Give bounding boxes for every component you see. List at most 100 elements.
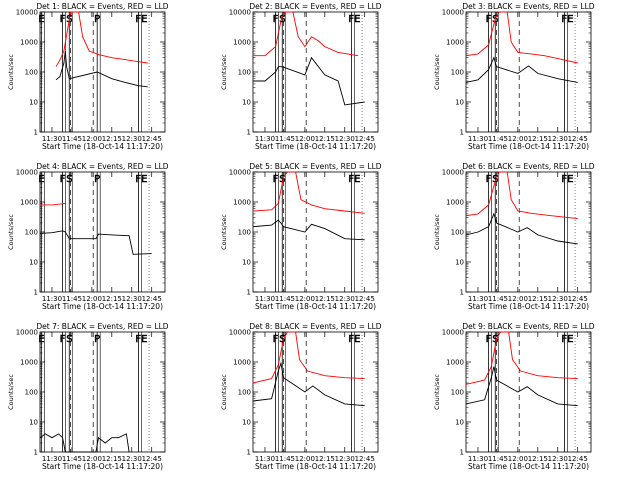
x-tick-label: 11:45 xyxy=(62,295,82,303)
x-tick-label: 11:30 xyxy=(255,455,275,463)
y-tick-label: 1 xyxy=(34,129,38,137)
x-tick-label: 12:00 xyxy=(508,455,528,463)
marker-label: P xyxy=(94,14,100,25)
y-tick-label: 1 xyxy=(247,449,251,457)
x-tick-label: 12:00 xyxy=(508,295,528,303)
x-tick-label: 12:15 xyxy=(315,135,335,143)
panel-title: Det 5: BLACK = Events, RED = LLD xyxy=(249,162,381,171)
y-tick-label: 10 xyxy=(29,259,38,267)
y-tick-label: 1 xyxy=(460,449,464,457)
marker-label: F xyxy=(273,334,279,345)
y-tick-label: 10 xyxy=(242,419,251,427)
x-axis-label: Start Time (18-Oct-14 11:17:20) xyxy=(42,462,163,471)
x-tick-label: 12:30 xyxy=(548,135,568,143)
x-axis-label: Start Time (18-Oct-14 11:17:20) xyxy=(42,302,163,311)
panel-title: Det 6: BLACK = Events, RED = LLD xyxy=(462,162,594,171)
marker-label: F xyxy=(60,14,66,25)
marker-label: F xyxy=(273,14,279,25)
y-tick-label: 10000 xyxy=(16,169,38,177)
x-tick-label: 12:30 xyxy=(548,455,568,463)
x-tick-label: 12:00 xyxy=(295,135,315,143)
x-tick-label: 12:15 xyxy=(528,135,548,143)
panel-det-4: Det 4: BLACK = Events, RED = LLD 1 10 100 10… xyxy=(7,162,169,311)
panel-det-9: Det 9: BLACK = Events, RED = LLD 1 10 100 10… xyxy=(433,322,595,471)
y-tick-label: 1000 xyxy=(233,359,251,367)
y-tick-label: 10000 xyxy=(16,9,38,17)
marker-label: E xyxy=(38,174,44,185)
x-tick-label: 12:15 xyxy=(102,135,122,143)
y-tick-label: 100 xyxy=(238,389,251,397)
y-tick-label: 1 xyxy=(247,289,251,297)
x-axis-label: Start Time (18-Oct-14 11:17:20) xyxy=(255,302,376,311)
y-tick-label: 10 xyxy=(29,419,38,427)
y-tick-label: 1 xyxy=(34,449,38,457)
x-tick-label: 11:45 xyxy=(488,135,508,143)
x-tick-label: 12:15 xyxy=(528,295,548,303)
y-tick-label: 1000 xyxy=(20,39,38,47)
red-series-line xyxy=(252,331,365,384)
y-tick-label: 1000 xyxy=(446,39,464,47)
marker-label: FE xyxy=(561,334,573,345)
plot-frame xyxy=(39,171,166,293)
x-tick-label: 12:15 xyxy=(102,295,122,303)
y-tick-label: 10 xyxy=(455,99,464,107)
y-tick-label: 10 xyxy=(242,99,251,107)
x-tick-label: 12:45 xyxy=(142,135,162,143)
y-tick-label: 1000 xyxy=(446,359,464,367)
x-tick-label: 12:15 xyxy=(315,455,335,463)
y-tick-label: 10 xyxy=(455,419,464,427)
x-tick-label: 12:30 xyxy=(122,455,142,463)
panel-det-8: Det 8: BLACK = Events, RED = LLD 1 10 100 10… xyxy=(220,322,382,471)
x-tick-label: 12:00 xyxy=(82,295,102,303)
marker-label: S xyxy=(66,174,72,185)
marker-label: F xyxy=(273,174,279,185)
x-tick-label: 12:30 xyxy=(335,295,355,303)
black-series-line xyxy=(39,230,152,255)
x-axis-label: Start Time (18-Oct-14 11:17:20) xyxy=(255,462,376,471)
black-series-line xyxy=(252,219,365,241)
x-tick-label: 12:00 xyxy=(295,455,315,463)
marker-label: F xyxy=(486,334,492,345)
panel-det-5: Det 5: BLACK = Events, RED = LLD 1 10 100 10… xyxy=(220,162,382,311)
x-tick-label: 12:45 xyxy=(355,135,375,143)
x-tick-label: 12:45 xyxy=(355,295,375,303)
y-tick-label: 10000 xyxy=(229,169,251,177)
marker-label: E xyxy=(38,14,44,25)
x-tick-label: 12:00 xyxy=(82,135,102,143)
y-tick-label: 1000 xyxy=(20,359,38,367)
y-axis-label: Counts/sec xyxy=(7,54,15,90)
x-tick-label: 12:00 xyxy=(508,135,528,143)
panel-title: Det 9: BLACK = Events, RED = LLD xyxy=(462,322,594,331)
x-tick-label: 12:15 xyxy=(102,455,122,463)
plot-frame xyxy=(252,171,379,293)
panel-det-3: Det 3: BLACK = Events, RED = LLD 1 10 100 10… xyxy=(433,2,595,151)
y-tick-label: 100 xyxy=(238,69,251,77)
marker-label: P xyxy=(94,174,100,185)
y-tick-label: 10 xyxy=(242,259,251,267)
x-tick-label: 12:15 xyxy=(315,295,335,303)
x-tick-label: 11:45 xyxy=(488,295,508,303)
plot-frame xyxy=(39,11,166,133)
marker-label: FE xyxy=(135,334,147,345)
x-tick-label: 11:30 xyxy=(255,135,275,143)
marker-label: E xyxy=(38,334,44,345)
y-tick-label: 1 xyxy=(247,129,251,137)
x-tick-label: 11:30 xyxy=(468,295,488,303)
x-tick-label: 12:30 xyxy=(122,135,142,143)
panel-title: Det 8: BLACK = Events, RED = LLD xyxy=(249,322,381,331)
marker-label: FE xyxy=(348,14,360,25)
marker-label: F xyxy=(60,334,66,345)
x-tick-label: 12:45 xyxy=(142,455,162,463)
black-series-line xyxy=(39,433,130,453)
x-tick-label: 12:30 xyxy=(548,295,568,303)
marker-label: P xyxy=(94,334,100,345)
marker-label: S xyxy=(492,174,498,185)
y-tick-label: 100 xyxy=(25,69,38,77)
y-tick-label: 1000 xyxy=(20,199,38,207)
y-axis-label: Counts/sec xyxy=(7,214,15,250)
x-tick-label: 12:30 xyxy=(335,455,355,463)
plot-frame xyxy=(252,331,379,453)
panel-title: Det 7: BLACK = Events, RED = LLD xyxy=(36,322,168,331)
black-series-line xyxy=(465,56,578,83)
red-series-line xyxy=(465,171,578,220)
